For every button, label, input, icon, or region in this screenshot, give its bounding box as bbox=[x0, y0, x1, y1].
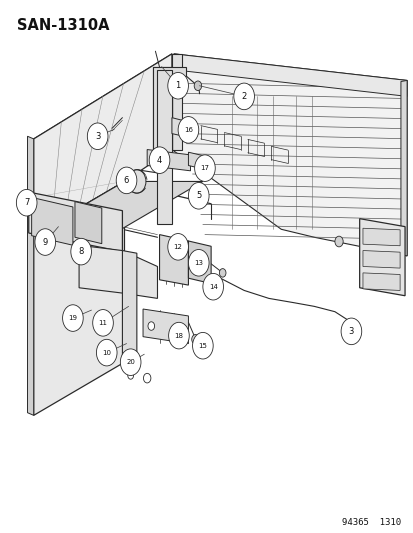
Circle shape bbox=[194, 155, 215, 181]
Polygon shape bbox=[122, 251, 137, 362]
Polygon shape bbox=[147, 150, 190, 171]
Circle shape bbox=[147, 322, 154, 330]
Polygon shape bbox=[157, 70, 171, 224]
Text: 12: 12 bbox=[173, 244, 182, 250]
Circle shape bbox=[202, 273, 223, 300]
Polygon shape bbox=[173, 54, 406, 96]
Text: 17: 17 bbox=[200, 165, 209, 171]
Circle shape bbox=[87, 123, 108, 150]
Polygon shape bbox=[362, 273, 399, 290]
Circle shape bbox=[120, 349, 141, 375]
Circle shape bbox=[71, 238, 91, 265]
Polygon shape bbox=[33, 181, 124, 415]
Polygon shape bbox=[362, 251, 399, 268]
Text: 7: 7 bbox=[24, 198, 29, 207]
Circle shape bbox=[194, 81, 201, 91]
Circle shape bbox=[17, 189, 37, 216]
Polygon shape bbox=[400, 80, 406, 256]
Polygon shape bbox=[171, 54, 182, 150]
Circle shape bbox=[233, 83, 254, 110]
Polygon shape bbox=[79, 245, 157, 298]
Text: 1: 1 bbox=[175, 81, 180, 90]
Polygon shape bbox=[153, 67, 171, 150]
Text: 94365  1310: 94365 1310 bbox=[341, 518, 400, 527]
Circle shape bbox=[188, 182, 209, 209]
Polygon shape bbox=[27, 136, 33, 415]
Circle shape bbox=[178, 117, 198, 143]
Text: 2: 2 bbox=[241, 92, 246, 101]
Circle shape bbox=[167, 233, 188, 260]
Polygon shape bbox=[31, 197, 73, 245]
Text: 4: 4 bbox=[157, 156, 162, 165]
Text: 3: 3 bbox=[348, 327, 353, 336]
Circle shape bbox=[149, 147, 169, 173]
Polygon shape bbox=[143, 309, 188, 344]
Circle shape bbox=[62, 305, 83, 332]
Circle shape bbox=[96, 340, 117, 366]
Text: 18: 18 bbox=[174, 333, 183, 338]
Polygon shape bbox=[171, 118, 188, 138]
Circle shape bbox=[116, 167, 137, 193]
Polygon shape bbox=[171, 54, 406, 256]
Polygon shape bbox=[28, 192, 122, 252]
Polygon shape bbox=[359, 219, 404, 296]
Text: 3: 3 bbox=[95, 132, 100, 141]
Circle shape bbox=[167, 72, 188, 99]
Polygon shape bbox=[153, 67, 186, 150]
Circle shape bbox=[340, 318, 361, 345]
Polygon shape bbox=[33, 181, 202, 235]
Text: 6: 6 bbox=[123, 176, 129, 185]
Text: 16: 16 bbox=[183, 127, 192, 133]
Text: 14: 14 bbox=[208, 284, 217, 290]
Circle shape bbox=[334, 236, 342, 247]
Text: 13: 13 bbox=[194, 260, 203, 266]
Polygon shape bbox=[362, 228, 399, 246]
Text: 9: 9 bbox=[43, 238, 48, 247]
Polygon shape bbox=[33, 54, 171, 235]
Circle shape bbox=[128, 372, 133, 379]
Circle shape bbox=[93, 310, 113, 336]
Polygon shape bbox=[159, 235, 188, 285]
Text: 8: 8 bbox=[78, 247, 84, 256]
Polygon shape bbox=[75, 201, 102, 244]
Text: 19: 19 bbox=[68, 315, 77, 321]
Circle shape bbox=[35, 229, 55, 255]
Text: 20: 20 bbox=[126, 359, 135, 365]
Circle shape bbox=[350, 325, 357, 334]
Polygon shape bbox=[188, 152, 211, 171]
Text: 10: 10 bbox=[102, 350, 111, 356]
Circle shape bbox=[168, 322, 189, 349]
Text: 15: 15 bbox=[198, 343, 207, 349]
Circle shape bbox=[188, 249, 209, 276]
Circle shape bbox=[193, 256, 205, 272]
Circle shape bbox=[219, 269, 225, 277]
Text: SAN-1310A: SAN-1310A bbox=[17, 18, 109, 33]
Circle shape bbox=[191, 335, 199, 344]
Text: 11: 11 bbox=[98, 320, 107, 326]
Circle shape bbox=[128, 169, 145, 193]
Circle shape bbox=[143, 373, 150, 383]
Text: 5: 5 bbox=[196, 191, 201, 200]
Polygon shape bbox=[188, 241, 211, 284]
Circle shape bbox=[192, 333, 213, 359]
Polygon shape bbox=[33, 54, 171, 160]
